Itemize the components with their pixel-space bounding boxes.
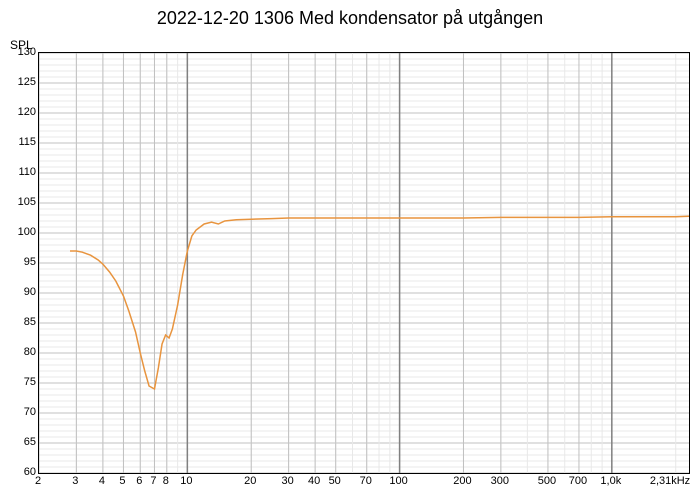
x-tick-label: 4	[99, 475, 105, 487]
x-axis-unit-label: 2,31kHz	[650, 475, 690, 487]
y-tick-label: 105	[6, 196, 36, 208]
x-tick-label: 20	[244, 475, 256, 487]
y-tick-label: 125	[6, 76, 36, 88]
x-tick-label: 5	[119, 475, 125, 487]
x-tick-label: 10	[180, 475, 192, 487]
y-tick-label: 130	[6, 46, 36, 58]
x-tick-label: 200	[453, 475, 471, 487]
x-tick-label: 700	[569, 475, 587, 487]
x-tick-label: 30	[281, 475, 293, 487]
y-tick-label: 95	[6, 256, 36, 268]
chart-title: 2022-12-20 1306 Med kondensator på utgån…	[0, 8, 700, 29]
x-tick-label: 2	[35, 475, 41, 487]
y-tick-label: 60	[6, 466, 36, 478]
x-tick-label: 6	[136, 475, 142, 487]
x-tick-label: 300	[491, 475, 509, 487]
y-tick-label: 110	[6, 166, 36, 178]
y-tick-label: 75	[6, 376, 36, 388]
y-tick-label: 80	[6, 346, 36, 358]
y-tick-label: 70	[6, 406, 36, 418]
x-tick-label: 70	[360, 475, 372, 487]
y-tick-label: 65	[6, 436, 36, 448]
y-tick-label: 100	[6, 226, 36, 238]
spl-chart: 2022-12-20 1306 Med kondensator på utgån…	[0, 0, 700, 502]
x-tick-label: 3	[72, 475, 78, 487]
y-tick-label: 120	[6, 106, 36, 118]
y-tick-label: 115	[6, 136, 36, 148]
x-tick-label: 7	[150, 475, 156, 487]
x-tick-label: 1,0k	[600, 475, 621, 487]
x-tick-label: 50	[329, 475, 341, 487]
x-tick-label: 8	[163, 475, 169, 487]
y-tick-label: 90	[6, 286, 36, 298]
x-tick-label: 500	[538, 475, 556, 487]
y-tick-label: 85	[6, 316, 36, 328]
x-tick-label: 100	[389, 475, 407, 487]
x-tick-label: 40	[308, 475, 320, 487]
plot-svg	[39, 53, 689, 473]
plot-area	[38, 52, 690, 474]
